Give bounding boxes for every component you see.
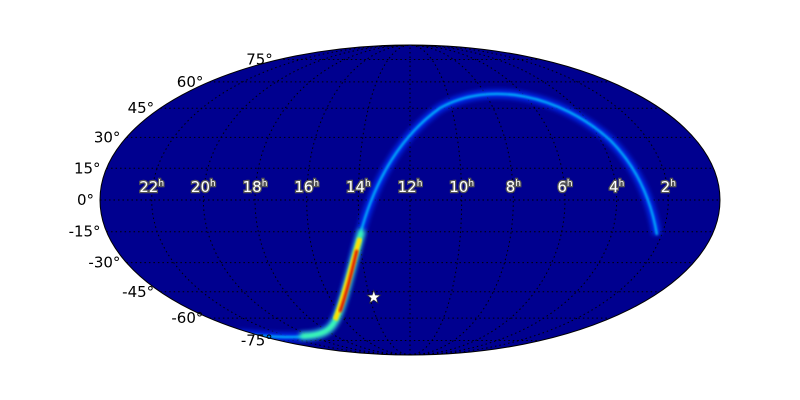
latitude-tick-label: -30° [88,254,120,272]
ra-tick-label: 22h [139,178,164,196]
latitude-tick-label: -15° [69,223,101,241]
graticule [100,45,720,355]
ra-tick-label: 2h [661,178,676,196]
latitude-tick-label: -60° [171,309,203,327]
latitude-labels: 75° 60° 45° 30° 15° 0° -15° -30°-45° -60° -75° [69,51,273,350]
latitude-tick-label: 15° [74,159,101,177]
ra-tick-label: 18h [243,178,268,196]
ra-tick-label: 12h [398,178,423,196]
meridian-gridline [409,45,669,355]
latitude-tick-label: 0° [77,191,94,209]
meridian-gridline [409,45,618,355]
ra-tick-label: 20h [191,178,216,196]
meridian-gridline [202,45,411,355]
ra-tick-label: 4h [609,178,624,196]
ra-tick-label: 10h [449,178,474,196]
meridian-gridline [151,45,411,355]
ra-tick-label: 14h [346,178,371,196]
ra-tick-label: 6h [557,178,572,196]
meridian-gridline [357,45,411,355]
probability-band [237,89,662,342]
sky-outline [99,44,721,356]
latitude-tick-label: 30° [94,128,121,146]
meridian-gridline [409,45,566,355]
meridian-gridline [254,45,411,355]
latitude-tick-label: -45° [122,283,154,301]
star-marker [366,289,382,304]
ra-tick-label: 8h [506,178,521,196]
ra-labels: 22h 20h 18h 16h 14h 12h 10h 8h 6h 4h 2h [138,177,677,198]
latitude-tick-label: 45° [128,99,155,117]
latitude-tick-label: 75° [246,51,273,69]
sky-background [100,45,720,355]
meridian-gridline [409,45,463,355]
ra-tick-label: 16h [294,178,319,196]
latitude-tick-label: -75° [241,331,273,349]
latitude-tick-label: 60° [177,73,204,91]
